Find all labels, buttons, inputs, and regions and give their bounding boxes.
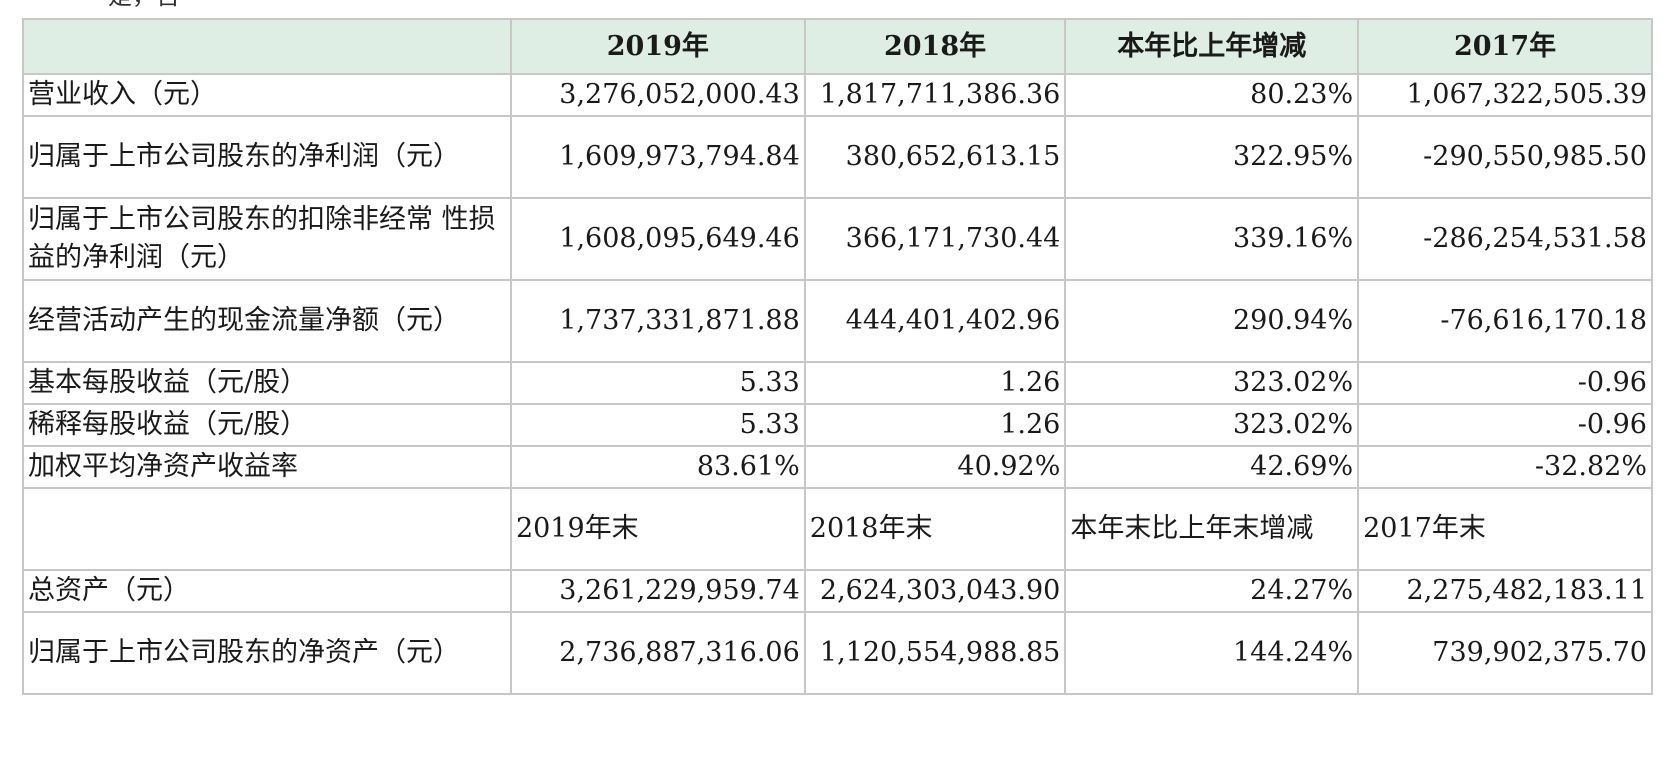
value-2017: 1,067,322,505.39 (1357, 73, 1653, 117)
row-label: 营业收入（元） (22, 73, 512, 117)
header-2018: 2018年 (803, 18, 1067, 75)
row-label: 归属于上市公司股东的净资产（元） (22, 611, 512, 695)
value-change: 290.94% (1064, 279, 1360, 363)
table-row: 稀释每股收益（元/股） 5.33 1.26 323.02% -0.96 (22, 403, 1653, 447)
key-financial-data-table: 2019年 2018年 本年比上年增减 2017年 营业收入（元） 3,276,… (22, 18, 1653, 695)
value-2017: -0.96 (1357, 403, 1653, 447)
table-row: 营业收入（元） 3,276,052,000.43 1,817,711,386.3… (22, 73, 1653, 117)
table-row: 归属于上市公司股东的扣除非经常 性损益的净利润（元） 1,608,095,649… (22, 197, 1653, 281)
value-2019: 1,609,973,794.84 (509, 115, 806, 199)
value-2017-end: 2,275,482,183.11 (1357, 569, 1653, 613)
value-change: 339.16% (1064, 197, 1360, 281)
table-row: 基本每股收益（元/股） 5.33 1.26 323.02% -0.96 (22, 361, 1653, 405)
value-2019: 5.33 (509, 403, 806, 447)
header-blank-cell (22, 18, 512, 75)
value-2018: 444,401,402.96 (803, 279, 1067, 363)
value-2017: -0.96 (1357, 361, 1653, 405)
value-change: 323.02% (1064, 403, 1360, 447)
subheader-2019-end: 2019年末 (509, 487, 806, 571)
value-change: 24.27% (1064, 569, 1360, 613)
value-change: 323.02% (1064, 361, 1360, 405)
row-label: 加权平均净资产收益率 (22, 445, 512, 489)
value-change: 322.95% (1064, 115, 1360, 199)
subheader-2017-end: 2017年末 (1357, 487, 1653, 571)
table-header-row: 2019年 2018年 本年比上年增减 2017年 (22, 18, 1653, 75)
value-2019: 1,608,095,649.46 (509, 197, 806, 281)
value-change: 80.23% (1064, 73, 1360, 117)
header-2017: 2017年 (1357, 18, 1653, 75)
row-label: 经营活动产生的现金流量净额（元） (22, 279, 512, 363)
value-2017: -286,254,531.58 (1357, 197, 1653, 281)
value-2019-end: 2,736,887,316.06 (509, 611, 806, 695)
subheader-ye-change: 本年末比上年末增减 (1064, 487, 1360, 571)
table-row: 经营活动产生的现金流量净额（元） 1,737,331,871.88 444,40… (22, 279, 1653, 363)
value-2018: 1,817,711,386.36 (803, 73, 1067, 117)
value-2018: 380,652,613.15 (803, 115, 1067, 199)
row-label: 总资产（元） (22, 569, 512, 613)
row-label: 基本每股收益（元/股） (22, 361, 512, 405)
header-yoy-change: 本年比上年增减 (1064, 18, 1360, 75)
preceding-text-fragment: 是，否 (108, 0, 180, 8)
value-2017: -32.82% (1357, 445, 1653, 489)
value-change: 144.24% (1064, 611, 1360, 695)
table-subheader-row: 2019年末 2018年末 本年末比上年末增减 2017年末 (22, 487, 1653, 571)
value-2018: 366,171,730.44 (803, 197, 1067, 281)
value-2019: 3,276,052,000.43 (509, 73, 806, 117)
value-2019: 83.61% (509, 445, 806, 489)
value-2017: -76,616,170.18 (1357, 279, 1653, 363)
value-2019: 5.33 (509, 361, 806, 405)
table-row: 归属于上市公司股东的净利润（元） 1,609,973,794.84 380,65… (22, 115, 1653, 199)
row-label: 归属于上市公司股东的净利润（元） (22, 115, 512, 199)
value-change: 42.69% (1064, 445, 1360, 489)
value-2018: 1.26 (803, 403, 1067, 447)
table-row: 总资产（元） 3,261,229,959.74 2,624,303,043.90… (22, 569, 1653, 613)
row-label: 归属于上市公司股东的扣除非经常 性损益的净利润（元） (22, 197, 512, 281)
value-2017: -290,550,985.50 (1357, 115, 1653, 199)
value-2018-end: 1,120,554,988.85 (803, 611, 1067, 695)
table-row: 加权平均净资产收益率 83.61% 40.92% 42.69% -32.82% (22, 445, 1653, 489)
value-2019: 1,737,331,871.88 (509, 279, 806, 363)
header-2019: 2019年 (509, 18, 806, 75)
value-2019-end: 3,261,229,959.74 (509, 569, 806, 613)
row-label: 稀释每股收益（元/股） (22, 403, 512, 447)
value-2018: 1.26 (803, 361, 1067, 405)
table-row: 归属于上市公司股东的净资产（元） 2,736,887,316.06 1,120,… (22, 611, 1653, 695)
value-2018-end: 2,624,303,043.90 (803, 569, 1067, 613)
subheader-2018-end: 2018年末 (803, 487, 1067, 571)
subheader-blank-cell (22, 487, 512, 571)
value-2017-end: 739,902,375.70 (1357, 611, 1653, 695)
value-2018: 40.92% (803, 445, 1067, 489)
